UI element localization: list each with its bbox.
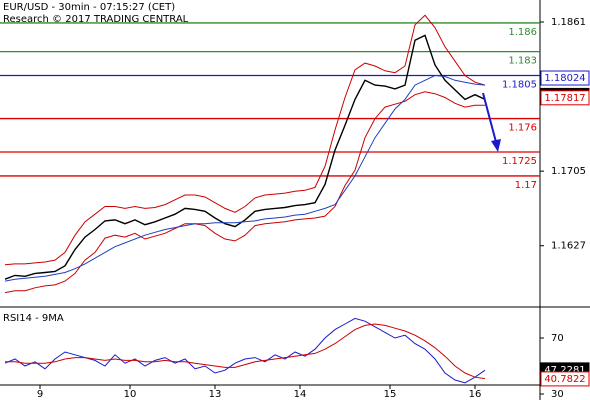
y-tick-label: 70 [551,333,564,344]
x-tick-label: 13 [209,389,222,400]
y-tick-label: 1.1705 [551,166,586,177]
series-line [4,91,485,294]
chart-subtitle: Research © 2017 TRADING CENTRAL [3,14,189,25]
arrow-head [491,139,501,152]
level-label: 1.186 [508,27,537,38]
price-label: 1.17817 [544,93,585,104]
x-tick-label: 14 [294,389,307,400]
y-tick-label: 1.1627 [551,241,586,252]
level-label: 1.17 [515,180,537,191]
price-box [540,70,590,86]
price-label: 47.2281 [544,365,585,376]
x-tick-label: 9 [37,389,43,400]
price-box [540,90,590,106]
x-tick-label: 10 [124,389,137,400]
arrow [482,92,497,143]
x-tick-label: 15 [384,389,397,400]
price-box [540,371,590,387]
level-label: 1.176 [508,123,537,134]
series-line [4,74,486,282]
plot-layer: 1.186 1.183 1.1805 1.176 1.1725 1.17 1.1627 1.1… [0,14,590,400]
level-label: 1.183 [508,56,537,67]
price-label: 40.7822 [544,374,585,385]
y-tick-label: 30 [551,389,564,400]
level-label: 1.1725 [502,156,537,167]
level-label: 1.1805 [502,80,537,91]
price-label: 1.18024 [544,73,585,84]
chart-title: EUR/USD - 30min - 07:15:27 (CET) [3,2,175,13]
rsi-title: RSI14 - 9MA [3,313,64,324]
series-line [5,323,486,380]
series-line [4,14,486,266]
y-tick-label: 1.1861 [551,17,586,28]
x-tick-label: 16 [469,389,482,400]
series-line [4,34,486,280]
